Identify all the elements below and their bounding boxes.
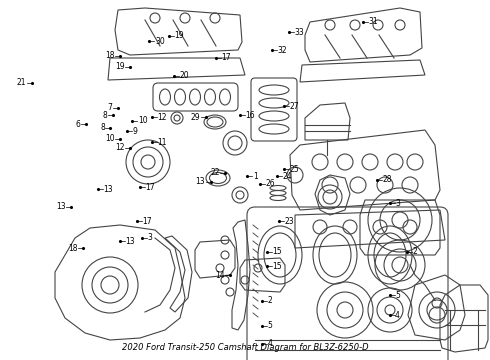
Text: 2: 2: [412, 247, 417, 256]
Text: 4: 4: [395, 310, 400, 320]
Text: 5: 5: [395, 291, 400, 300]
Text: 7: 7: [107, 104, 112, 112]
Text: 10: 10: [138, 116, 147, 125]
Text: 8: 8: [100, 123, 105, 132]
Text: 31: 31: [368, 17, 378, 26]
Text: 17: 17: [143, 217, 152, 226]
Text: 10: 10: [105, 134, 115, 143]
Text: 12: 12: [115, 143, 124, 152]
Text: 13: 13: [103, 184, 113, 194]
Text: 21: 21: [17, 78, 26, 87]
Text: 18: 18: [68, 244, 78, 253]
Text: 32: 32: [277, 46, 287, 55]
Text: 24: 24: [282, 172, 292, 181]
Text: 6: 6: [75, 120, 80, 129]
Text: 23: 23: [285, 217, 294, 226]
Text: 9: 9: [133, 127, 138, 136]
Text: 29: 29: [191, 112, 200, 122]
Text: 2: 2: [268, 296, 272, 305]
Text: 14: 14: [215, 271, 225, 280]
Text: 17: 17: [221, 53, 231, 62]
Text: 3: 3: [395, 199, 400, 208]
Text: 11: 11: [157, 138, 167, 147]
Text: 15: 15: [272, 247, 282, 256]
Text: 19: 19: [174, 31, 184, 40]
Text: 8: 8: [102, 111, 107, 120]
Text: 33: 33: [294, 28, 304, 37]
Text: 2020 Ford Transit-250 Camshaft Diagram for BL3Z-6250-D: 2020 Ford Transit-250 Camshaft Diagram f…: [122, 343, 368, 352]
Text: 13: 13: [56, 202, 66, 211]
Text: 12: 12: [157, 112, 167, 122]
Text: 27: 27: [290, 102, 299, 111]
Text: 19: 19: [115, 62, 124, 71]
Text: 28: 28: [383, 175, 392, 184]
Text: 26: 26: [265, 179, 275, 188]
Text: 13: 13: [125, 237, 135, 246]
Text: 4: 4: [268, 339, 272, 348]
Text: 20: 20: [179, 71, 189, 80]
Text: 1: 1: [253, 172, 258, 181]
Text: 16: 16: [245, 111, 255, 120]
Text: 3: 3: [147, 233, 152, 242]
Text: 13: 13: [196, 177, 205, 186]
Text: 18: 18: [105, 51, 115, 60]
Text: 22: 22: [210, 168, 220, 177]
Text: 30: 30: [155, 37, 165, 46]
Text: 5: 5: [268, 321, 272, 330]
Text: 15: 15: [272, 262, 282, 271]
Text: 17: 17: [145, 183, 155, 192]
Text: 25: 25: [290, 165, 299, 174]
